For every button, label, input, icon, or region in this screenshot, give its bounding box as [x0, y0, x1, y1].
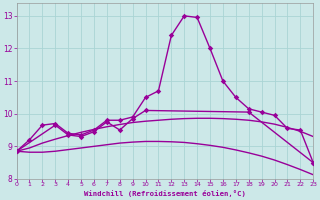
X-axis label: Windchill (Refroidissement éolien,°C): Windchill (Refroidissement éolien,°C) [84, 190, 246, 197]
